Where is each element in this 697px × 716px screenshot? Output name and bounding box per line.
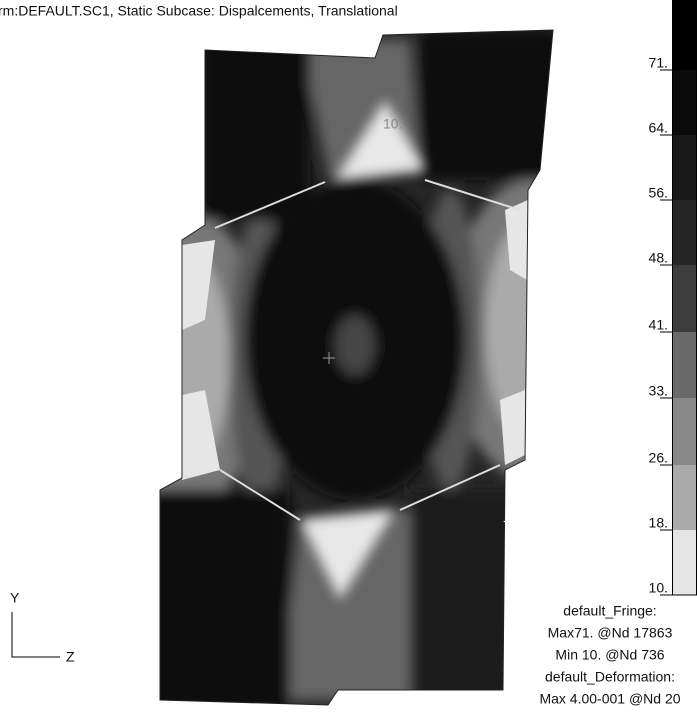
axis-triad: Y Z	[10, 590, 75, 665]
info-line: Max 4.00-001 @Nd 20	[539, 691, 680, 707]
info-line: Max71. @Nd 17863	[548, 625, 673, 641]
legend-label: 64.	[649, 120, 668, 136]
legend-band	[672, 398, 697, 465]
viewport: rm:DEFAULT.SC1, Static Subcase: Dispalce…	[0, 0, 697, 711]
legend-label: 71.	[649, 55, 668, 71]
legend-label: 18.	[649, 515, 668, 531]
legend-label: 10.	[649, 580, 668, 596]
legend-band	[672, 265, 697, 332]
legend-band	[672, 465, 697, 530]
legend-band	[672, 200, 697, 265]
fringe-plot	[105, 25, 610, 711]
legend-band	[672, 530, 697, 595]
legend-band	[672, 0, 697, 70]
legend-label: 48.	[649, 250, 668, 266]
legend-band	[672, 332, 697, 398]
info-line: default_Fringe:	[563, 603, 656, 619]
plot-label: 71.	[503, 518, 522, 534]
title: rm:DEFAULT.SC1, Static Subcase: Dispalce…	[0, 3, 398, 19]
legend-label: 26.	[649, 450, 668, 466]
legend-band	[672, 135, 697, 200]
page: {"header": {"title": "rm:DEFAULT.SC1, St…	[0, 0, 697, 711]
info-line: default_Deformation:	[545, 669, 675, 685]
axis-label: Y	[10, 590, 20, 606]
legend-label: 33.	[649, 383, 668, 399]
legend	[672, 0, 697, 595]
axis-label: Z	[66, 649, 75, 665]
info-line: Min 10. @Nd 736	[555, 647, 664, 663]
plot-label: 10.	[383, 116, 402, 132]
legend-label: 41.	[649, 317, 668, 333]
legend-label: 56.	[649, 185, 668, 201]
legend-band	[672, 70, 697, 135]
